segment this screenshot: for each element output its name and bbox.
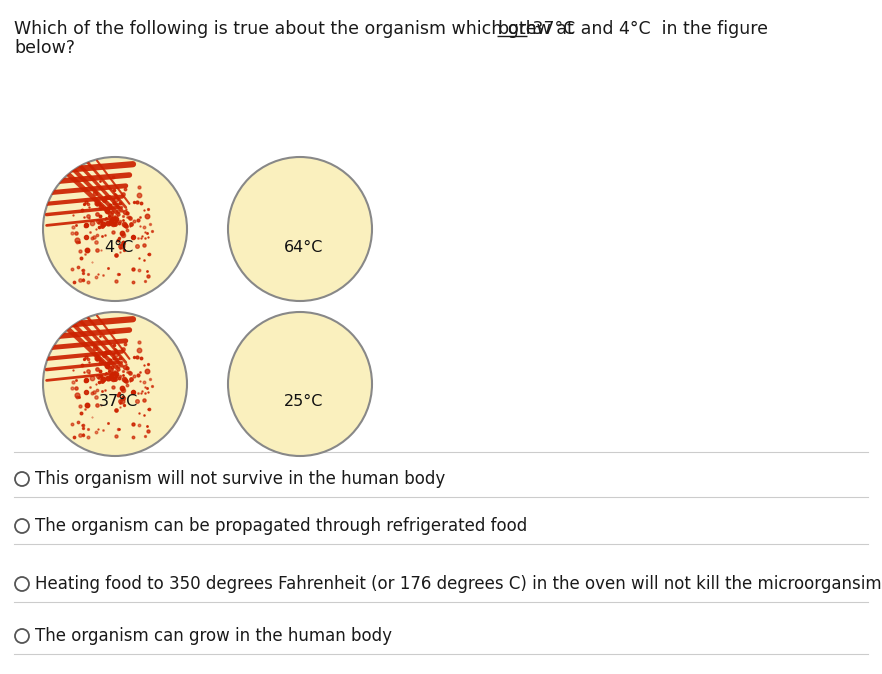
Text: 25°C: 25°C — [284, 394, 324, 410]
Circle shape — [228, 312, 372, 456]
Text: Heating food to 350 degrees Fahrenheit (or 176 degrees C) in the oven will not k: Heating food to 350 degrees Fahrenheit (… — [35, 575, 882, 593]
Text: 4°C: 4°C — [104, 239, 133, 255]
Text: 64°C: 64°C — [284, 239, 324, 255]
Text: below?: below? — [14, 39, 75, 57]
Text: The organism can grow in the human body: The organism can grow in the human body — [35, 627, 392, 645]
Text: 37°C: 37°C — [99, 394, 138, 410]
Text: Which of the following is true about the organism which grew at: Which of the following is true about the… — [14, 20, 579, 38]
Text: 37°C and 4°C  in the figure: 37°C and 4°C in the figure — [527, 20, 768, 38]
Text: This organism will not survive in the human body: This organism will not survive in the hu… — [35, 470, 445, 488]
Circle shape — [43, 312, 187, 456]
Circle shape — [43, 157, 187, 301]
Text: The organism can be propagated through refrigerated food: The organism can be propagated through r… — [35, 517, 527, 535]
Circle shape — [228, 157, 372, 301]
Text: both: both — [497, 20, 537, 38]
